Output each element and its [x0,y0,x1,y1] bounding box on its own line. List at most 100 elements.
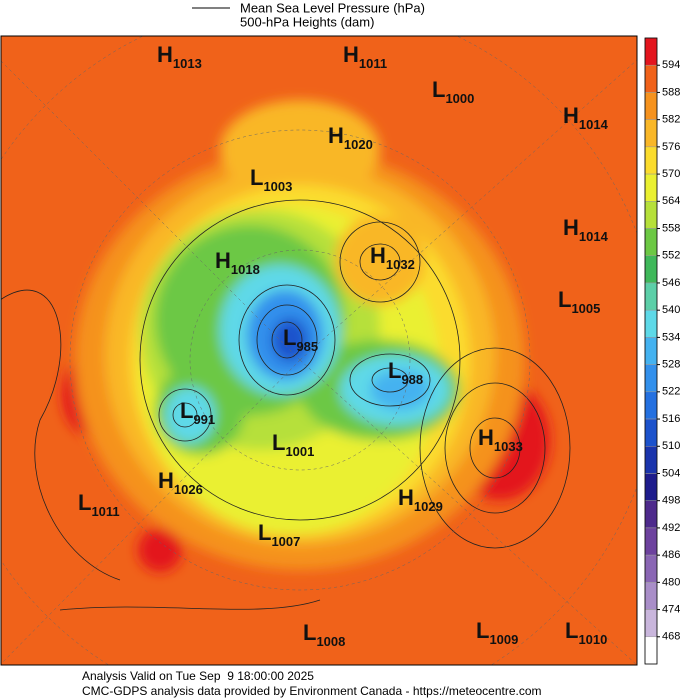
center-value: 1005 [571,301,600,316]
colorbar-label: 522 [662,386,680,398]
center-type: H [215,248,231,273]
center-value: 1011 [91,504,119,519]
pressure-center: L991 [180,398,215,427]
colorbar-label: 510 [662,440,680,452]
colorbar-label: 558 [662,222,680,234]
colorbar-box [644,228,658,256]
pressure-center: H1026 [158,468,203,497]
center-type: L [283,325,296,350]
colorbar-label: 468 [662,631,680,643]
center-type: L [476,618,489,643]
colorbar-box [644,146,658,175]
center-type: L [250,165,263,190]
center-value: 988 [401,372,423,387]
pressure-center: L1005 [558,287,600,316]
center-value: 1009 [489,632,518,647]
map-grid [1,36,637,665]
colorbar-label: 480 [662,576,680,588]
center-value: 1011 [359,56,387,71]
legend-item: Mean Sea Level Pressure (hPa) [240,0,425,15]
pressure-center: L988 [388,358,423,387]
map: H1013 H1011L1000H1014H1020L1003H1014H1032… [1,36,637,665]
pressure-center: L1007 [258,520,300,549]
center-type: H [398,485,414,510]
center-value: 991 [193,412,215,427]
colorbar-label: 486 [662,549,680,561]
colorbar: 594 588 582 576 570 564 558 552 546 540 534 528 522 5… [644,37,680,665]
center-value: 1007 [271,534,300,549]
center-value: 1000 [445,91,474,106]
isobars [1,199,571,611]
colorbar-label: 534 [662,331,680,343]
colorbar-box [644,64,658,93]
center-type: H [343,42,359,67]
center-value: 1013 [173,56,202,71]
colorbar-box [644,636,658,665]
center-type: H [157,42,173,67]
pressure-center: L985 [283,325,318,354]
pressure-center: L1011 [78,490,120,519]
pressure-center: H1014 [563,103,609,132]
pressure-center: H1033 [478,425,523,454]
colorbar-label: 546 [662,277,680,289]
footer-source: CMC-GDPS analysis data provided by Envir… [82,684,542,698]
colorbar-box [644,37,658,66]
colorbar-label: 504 [662,467,680,479]
pressure-center: H1014 [563,215,609,244]
pressure-center: H1013 [157,42,202,71]
colorbar-label: 552 [662,250,680,262]
colorbar-box [644,391,658,420]
pressure-center: L1003 [250,165,292,194]
legend-item: 500-hPa Heights (dam) [240,14,374,29]
colorbar-label: 528 [662,359,680,371]
pressure-center: L1010 [565,618,607,647]
center-value: 1029 [414,499,443,514]
colorbar-label: 576 [662,141,680,153]
colorbar-box [644,337,658,365]
colorbar-box [644,119,658,148]
center-value: 985 [296,339,318,354]
colorbar-label: 588 [662,86,680,98]
colorbar-box [644,446,658,474]
center-type: L [558,287,571,312]
center-type: H [328,123,344,148]
center-value: 1014 [579,117,609,132]
center-type: L [432,77,445,102]
footer-valid: Analysis Valid on Tue Sep 9 18:00:00 202… [82,669,314,683]
center-type: L [258,520,271,545]
center-type: H [563,215,579,240]
center-value: 1033 [494,439,523,454]
center-value: 1010 [578,632,607,647]
center-type: L [272,430,285,455]
colorbar-box [644,473,658,501]
center-type: H [370,243,386,268]
colorbar-box [644,364,658,393]
colorbar-box [644,201,658,229]
colorbar-box [644,92,658,120]
colorbar-label: 498 [662,495,680,507]
colorbar-box [644,609,658,638]
center-type: H [158,468,174,493]
pressure-center: H1018 [215,248,260,277]
colorbar-label: 474 [662,603,680,615]
colorbar-box [644,173,658,202]
colorbar-box [644,255,658,284]
colorbar-label: 564 [662,195,680,207]
center-value: 1001 [285,444,314,459]
colorbar-box [644,282,658,311]
center-type: L [78,490,91,515]
pressure-center: H1011 [343,42,387,71]
colorbar-box [644,418,658,447]
colorbar-box [644,500,658,529]
center-type: L [565,618,578,643]
center-value: 1018 [231,262,260,277]
center-value: 1003 [263,179,292,194]
colorbar-label: 570 [662,168,680,180]
center-type: L [180,398,193,423]
colorbar-label: 492 [662,522,680,534]
pressure-center: H1032 [370,243,415,272]
center-value: 1020 [344,137,373,152]
center-type: H [478,425,494,450]
pressure-center: L1000 [432,77,474,106]
